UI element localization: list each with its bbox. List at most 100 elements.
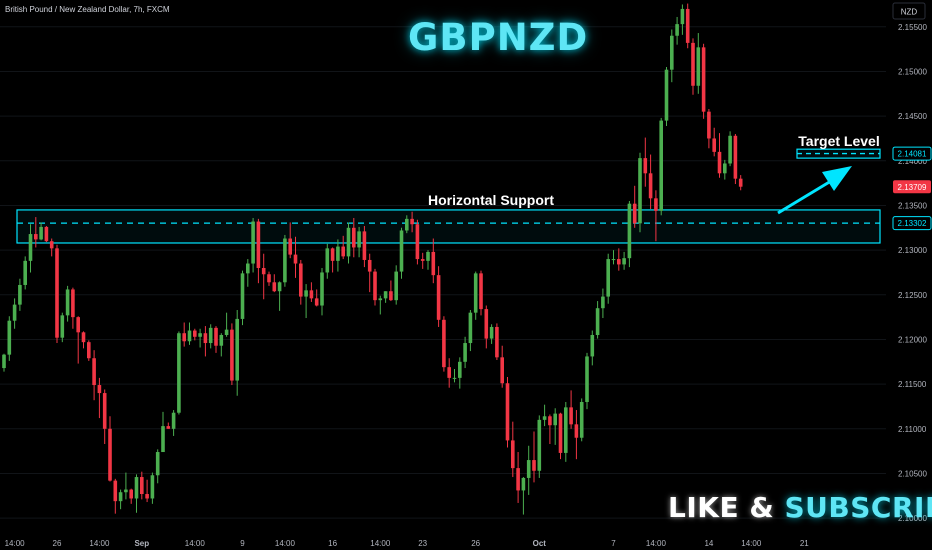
candle-body: [685, 8, 690, 43]
candle: [738, 175, 743, 191]
candle: [145, 479, 149, 503]
current-price-badge: [893, 180, 931, 194]
candle: [198, 328, 202, 348]
candle-body: [627, 203, 632, 259]
candle-body: [177, 333, 181, 413]
candle: [516, 452, 520, 503]
candle-body: [643, 158, 648, 174]
candle-body: [208, 327, 213, 344]
candle: [479, 270, 483, 316]
candle: [373, 268, 377, 306]
candle: [712, 127, 716, 157]
candle: [304, 284, 308, 319]
price-tick-label: 2.10000: [898, 514, 927, 523]
price-tick-label: 2.14500: [898, 112, 927, 121]
candle-body: [314, 298, 319, 306]
currency-badge[interactable]: [892, 2, 926, 20]
candle-body: [55, 248, 59, 338]
level-price-label: 2.14081: [898, 150, 927, 159]
candle-body: [431, 251, 436, 276]
candle: [113, 478, 118, 514]
symbol-info[interactable]: British Pound / New Zealand Dollar, 7h, …: [5, 5, 170, 14]
candle-body: [251, 221, 255, 264]
candle: [129, 488, 133, 504]
candle: [256, 218, 261, 284]
candle-body: [426, 251, 430, 261]
candle: [28, 224, 33, 273]
candle-body: [473, 273, 478, 313]
candle-body: [140, 477, 144, 495]
candle-body: [511, 440, 515, 469]
candle: [336, 239, 340, 272]
candle-body: [452, 377, 457, 379]
candle: [208, 324, 213, 349]
candle: [595, 301, 600, 339]
candle: [632, 185, 637, 228]
candle-body: [526, 460, 531, 478]
candle: [97, 377, 102, 419]
candle-body: [670, 35, 674, 70]
annotation-overlay: Horizontal Support Target Level: [428, 133, 880, 215]
candle-body: [235, 318, 239, 381]
candle: [357, 226, 361, 258]
candle-body: [590, 335, 595, 357]
candle: [585, 352, 589, 410]
price-axis[interactable]: NZD 2.10000 2.10500 2.11000 2.11500 2.12000 2…: [886, 0, 932, 536]
candle-body: [484, 309, 489, 339]
candle-body: [648, 173, 653, 199]
candle: [489, 324, 494, 344]
candle-body: [707, 111, 711, 139]
candle-body: [505, 383, 510, 441]
candle: [362, 226, 367, 268]
candle: [590, 330, 595, 366]
candle: [701, 43, 706, 119]
currency-label: NZD: [901, 8, 918, 17]
candle-body: [230, 329, 234, 381]
candle-body: [2, 354, 6, 369]
candle-body: [664, 69, 669, 121]
candle: [140, 471, 144, 500]
candle-body: [458, 361, 462, 378]
candle-body: [309, 290, 314, 299]
candle: [124, 472, 128, 500]
time-axis[interactable]: 14:00 26 14:00 Sep 14:00 9 14:00 16 14:00 23 26 Oct…: [0, 536, 932, 550]
candle-body: [336, 246, 340, 261]
chart-grid: [0, 26, 886, 519]
candle-body: [733, 135, 738, 179]
candle-body: [389, 291, 393, 301]
candle-body: [723, 163, 727, 174]
candle-body: [28, 234, 33, 261]
candle-body: [548, 416, 552, 426]
candle: [442, 316, 446, 372]
candle: [177, 331, 181, 415]
annotation-zones: [16, 148, 881, 244]
candle-body: [436, 275, 441, 320]
candle: [283, 234, 287, 287]
candle: [378, 295, 383, 315]
candle-body: [261, 268, 266, 275]
price-tick-label: 2.11500: [898, 380, 927, 389]
candle-body: [500, 357, 504, 384]
candle-body: [193, 330, 197, 337]
candle-body: [463, 343, 467, 362]
candle-body: [357, 231, 361, 248]
candle: [81, 331, 86, 349]
candle: [341, 235, 345, 260]
candle-body: [145, 494, 149, 499]
candle: [108, 416, 112, 482]
candle: [670, 29, 674, 83]
candle: [532, 431, 536, 483]
candle-body: [171, 412, 176, 429]
candle: [161, 411, 165, 453]
candle: [7, 316, 12, 361]
candle-body: [553, 413, 557, 426]
candle: [389, 280, 393, 302]
candle: [102, 389, 107, 444]
candle: [696, 33, 701, 94]
candle: [49, 238, 54, 257]
time-tick-label: 14:00: [646, 539, 667, 548]
price-tick-label: 2.13500: [898, 201, 927, 210]
candle: [277, 281, 282, 311]
candle-body: [12, 304, 17, 321]
